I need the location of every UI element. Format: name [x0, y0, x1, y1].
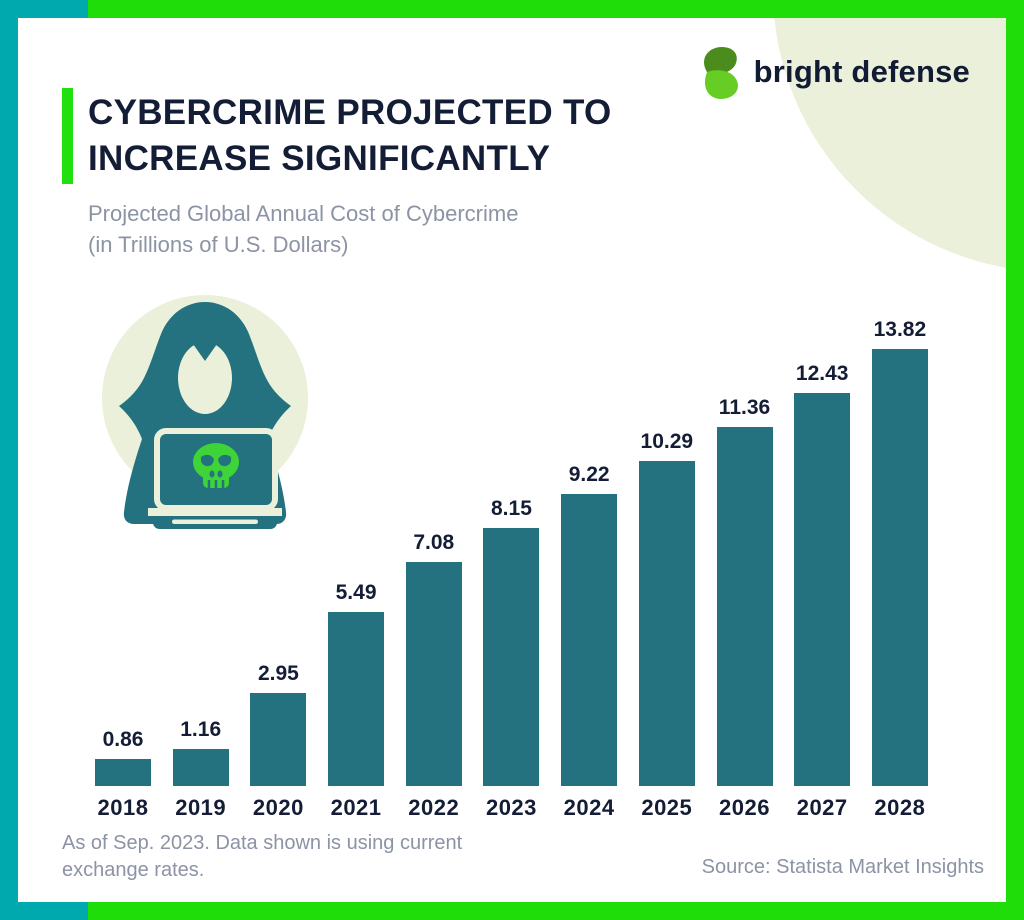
bar	[871, 349, 928, 786]
x-tick-label: 2023	[485, 795, 537, 820]
bar-value-label: 2.95	[257, 662, 299, 685]
page-title: CYBERCRIME PROJECTED TO INCREASE SIGNIFI…	[88, 90, 612, 182]
laptop-base-slit	[172, 519, 258, 524]
brand-name: bright defense	[753, 54, 970, 89]
bar-value-label: 13.82	[873, 318, 927, 341]
page-title-line1: CYBERCRIME PROJECTED TO	[88, 93, 612, 132]
infographic-card: bright defense CYBERCRIME PROJECTED TO I…	[18, 18, 1006, 902]
footnote-line1: As of Sep. 2023. Data shown is using cur…	[62, 832, 463, 854]
page-title-line2: INCREASE SIGNIFICANTLY	[88, 138, 551, 178]
x-tick-label: 2018	[97, 795, 149, 820]
bar-column: 1.16 2019	[172, 316, 229, 821]
chart-subtitle: Projected Global Annual Cost of Cybercri…	[88, 198, 518, 260]
bar-value-label: 0.86	[102, 728, 144, 751]
bar	[716, 427, 773, 786]
laptop-gap	[148, 508, 282, 516]
footnote-line2: exchange rates.	[62, 858, 205, 881]
footnote: As of Sep. 2023. Data shown is using cur…	[62, 830, 462, 884]
bar-column: 7.08 2022	[405, 316, 462, 821]
bar	[328, 612, 385, 786]
x-tick-label: 2027	[796, 795, 848, 820]
bar-column: 10.29 2025	[638, 316, 695, 821]
brand-logo: bright defense	[697, 44, 970, 100]
bar-value-label: 9.22	[568, 463, 610, 486]
x-tick-label: 2024	[563, 795, 615, 820]
source-credit: Source: Statista Market Insights	[701, 856, 984, 878]
bar-column: 13.82 2028	[871, 316, 928, 821]
bar-column: 8.15 2023	[483, 316, 540, 821]
x-tick-label: 2028	[874, 795, 926, 820]
bar-value-label: 7.08	[413, 531, 455, 554]
bright-defense-logo-icon	[697, 44, 743, 100]
bar-column: 12.43 2027	[794, 316, 851, 821]
bar	[794, 393, 851, 786]
bar	[638, 461, 695, 786]
hacker-face	[178, 342, 232, 414]
bar	[405, 562, 462, 786]
bar-value-label: 8.15	[491, 497, 532, 520]
chart-subtitle-line1: Projected Global Annual Cost of Cybercri…	[88, 201, 519, 226]
bar-value-label: 10.29	[640, 430, 694, 453]
x-tick-label: 2025	[641, 795, 693, 820]
bar	[250, 693, 307, 786]
bar-column: 2.95 2020	[250, 316, 307, 821]
bar-chart: 0.86 2018 1.16 2019 2.95 2020 5.49 2021 7.08 2022…	[95, 316, 928, 821]
chart-subtitle-line2: (in Trillions of U.S. Dollars)	[88, 232, 349, 258]
x-tick-label: 2019	[175, 795, 227, 820]
bar-value-label: 12.43	[795, 362, 849, 385]
x-tick-label: 2026	[719, 795, 770, 820]
bar-column: 11.36 2026	[716, 316, 773, 821]
x-tick-label: 2020	[252, 795, 304, 820]
skull-icon	[193, 443, 239, 488]
bar	[483, 528, 540, 786]
bar	[95, 759, 151, 786]
title-block: CYBERCRIME PROJECTED TO INCREASE SIGNIFI…	[62, 88, 612, 184]
bar-column: 9.22 2024	[561, 316, 618, 821]
bar-value-label: 1.16	[180, 718, 222, 741]
bar-column: 0.86 2018	[95, 316, 151, 821]
bar-value-label: 11.36	[718, 396, 771, 419]
x-tick-label: 2021	[330, 795, 382, 820]
bar	[172, 749, 229, 786]
bar	[561, 494, 618, 786]
bar-value-label: 5.49	[335, 581, 377, 604]
hacker-laptop-skull-illustration	[102, 295, 308, 529]
bar-column: 5.49 2021	[328, 316, 385, 821]
x-tick-label: 2022	[408, 795, 460, 820]
hood-peak	[193, 341, 217, 361]
